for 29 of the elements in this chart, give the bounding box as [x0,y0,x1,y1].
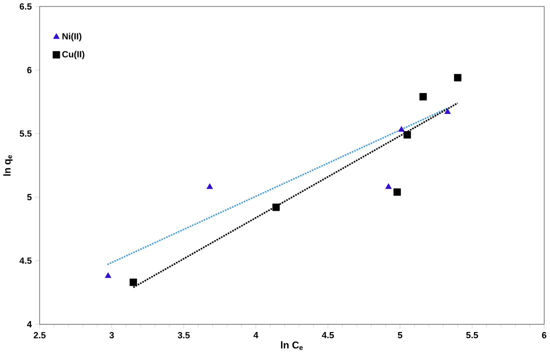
x-tick-label: 5.5 [466,332,478,338]
x-tick-label: 2.5 [34,332,46,338]
x-axis-title: ln C$_{e}$ [281,341,303,350]
x-tick-label: 5 [398,332,402,338]
x-tick-label: 3.5 [178,332,190,338]
point [206,183,213,189]
point [272,203,280,211]
y-tick-label: 5.5 [20,130,32,137]
point [104,272,112,278]
point [385,183,392,189]
y-tick-label: 4 [27,321,32,328]
y-tick-label: 5 [27,194,32,200]
legend-label: Ni(II) [62,32,82,42]
point [404,131,411,138]
point [393,188,401,196]
x-tick-label: 3 [109,332,114,338]
x-tick-label: 4 [254,332,258,338]
point [454,74,462,82]
x-tick-label: 4.5 [322,332,334,338]
y-tick-label: 4.5 [20,257,32,264]
y-axis-title: ln q$_{e}$ [3,154,13,176]
legend-label: Cu(II) [62,50,84,60]
point [398,126,405,132]
y-tick-label: 6 [27,66,32,74]
point [419,92,427,100]
y-tick-label: 6.5 [20,3,32,10]
x-tick-label: 6 [542,332,546,338]
point [444,108,451,114]
point [130,278,138,286]
